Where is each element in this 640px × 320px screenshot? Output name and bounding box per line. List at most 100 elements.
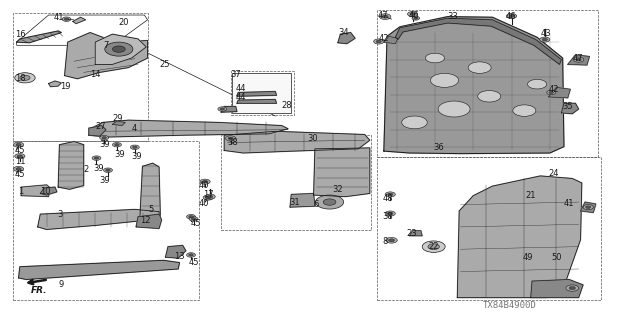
Text: 39: 39 [115,150,125,159]
Text: 39: 39 [132,152,142,161]
Circle shape [228,137,233,140]
Text: 45: 45 [15,146,25,155]
Text: 39: 39 [100,176,110,185]
Polygon shape [384,36,398,44]
Text: 20: 20 [119,19,129,28]
Text: 1: 1 [19,188,24,196]
Circle shape [376,40,381,43]
Circle shape [566,285,579,291]
Circle shape [509,15,514,17]
Text: 21: 21 [525,190,536,200]
Circle shape [428,244,440,250]
Polygon shape [221,107,237,112]
Circle shape [94,157,99,159]
Bar [378,10,598,157]
Text: 3: 3 [57,210,62,219]
Polygon shape [237,92,276,96]
Text: 12: 12 [140,216,150,225]
Polygon shape [531,279,583,298]
Text: 2: 2 [84,165,89,174]
Circle shape [218,107,227,111]
Text: 43: 43 [540,29,551,38]
Polygon shape [89,125,106,136]
Circle shape [527,79,547,89]
Circle shape [414,17,418,19]
Circle shape [186,214,195,219]
Text: 13: 13 [174,252,185,261]
Circle shape [382,15,388,18]
Polygon shape [548,87,570,98]
Text: 42: 42 [379,34,389,43]
Circle shape [20,75,30,80]
Text: 10: 10 [40,188,51,196]
Text: 45: 45 [15,170,25,179]
Text: 39: 39 [93,164,104,173]
Text: 9: 9 [58,280,63,289]
Polygon shape [237,100,276,103]
Text: 4: 4 [132,124,137,132]
Circle shape [105,42,133,56]
Text: 48: 48 [383,194,393,203]
Circle shape [477,91,500,102]
Circle shape [569,286,575,290]
Polygon shape [17,31,61,43]
Circle shape [426,53,445,63]
Text: 47: 47 [572,53,583,62]
Polygon shape [568,55,589,65]
Text: 46: 46 [408,12,419,20]
Circle shape [422,241,445,252]
Text: 23: 23 [406,229,417,238]
Text: 22: 22 [429,242,439,251]
Circle shape [132,146,137,148]
Circle shape [13,166,24,172]
Text: 11: 11 [15,157,25,166]
Text: 33: 33 [448,12,458,21]
Text: 46: 46 [505,12,516,21]
Text: 38: 38 [227,138,238,147]
Circle shape [16,168,21,170]
Circle shape [506,13,516,19]
Polygon shape [49,81,61,87]
Circle shape [540,37,550,42]
Polygon shape [384,17,564,154]
Circle shape [573,57,584,62]
Text: 5: 5 [149,205,154,214]
Circle shape [189,216,193,218]
Circle shape [388,212,393,215]
Text: 14: 14 [90,70,100,79]
Polygon shape [40,187,57,195]
Bar [13,141,198,300]
Circle shape [385,192,396,197]
Text: 25: 25 [159,60,170,69]
Circle shape [323,199,336,205]
Circle shape [15,154,25,159]
Text: 30: 30 [307,134,318,143]
Circle shape [586,206,591,208]
Circle shape [202,180,207,183]
Circle shape [62,17,71,21]
Text: 42: 42 [548,85,559,94]
Circle shape [186,253,195,257]
Polygon shape [19,260,179,279]
Bar [378,157,601,300]
Circle shape [410,13,415,15]
Polygon shape [21,185,51,197]
Text: 41: 41 [564,199,575,208]
Circle shape [200,179,210,184]
Circle shape [225,136,236,141]
Circle shape [131,145,140,149]
Circle shape [102,137,106,139]
Circle shape [513,105,536,116]
Polygon shape [290,194,315,207]
Text: TX84B4900D: TX84B4900D [483,301,536,310]
Text: 17: 17 [203,190,214,199]
Circle shape [205,194,215,199]
Polygon shape [396,18,561,64]
Circle shape [191,218,196,220]
Text: FR.: FR. [31,286,47,295]
Circle shape [115,144,119,146]
Circle shape [106,169,110,171]
Text: 38: 38 [383,212,394,221]
Bar [13,13,148,141]
Text: 45: 45 [191,219,202,228]
